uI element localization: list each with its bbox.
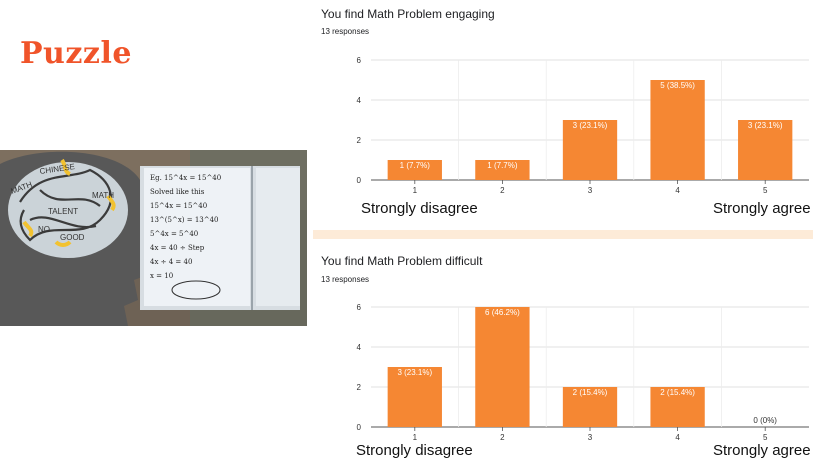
notebook-line: 15^4x = 15^40 xyxy=(150,202,207,210)
y-tick-label: 0 xyxy=(357,176,362,185)
x-tick-label: 2 xyxy=(500,433,505,442)
bar-chart: 0 2 4 6 1 (7.7%) 1 1 (7.7%) 2 3 (23.1%) 3 5 (38.5%… xyxy=(357,56,809,195)
bar xyxy=(650,387,705,427)
bar xyxy=(475,160,530,180)
y-tick-label: 2 xyxy=(357,136,362,145)
x-tick-label: 4 xyxy=(675,433,680,442)
data-label: 3 (23.1%) xyxy=(397,368,432,377)
brain-word: NO xyxy=(38,225,50,234)
notebook-line: Eg. 15^4x = 15^40 xyxy=(150,174,221,182)
y-tick-label: 2 xyxy=(357,383,362,392)
right-scale-label: Strongly agree xyxy=(713,442,811,459)
data-label: 3 (23.1%) xyxy=(748,121,783,130)
bar xyxy=(738,120,793,180)
notebook-line: 4x ÷ 4 = 40 xyxy=(150,258,192,266)
x-tick-label: 2 xyxy=(500,186,505,195)
notebook-line: x = 10 xyxy=(150,272,173,280)
chart-engaging: You find Math Problem engaging 13 respon… xyxy=(313,0,839,225)
x-tick-label: 3 xyxy=(588,186,593,195)
math-illustration: CHINESE MATH MATH TALENT NO GOOD Eg. 15^… xyxy=(0,150,307,326)
response-count: 13 responses xyxy=(321,27,370,36)
chart-difficult: You find Math Problem difficult 13 respo… xyxy=(313,247,839,470)
left-scale-label: Strongly disagree xyxy=(356,442,473,459)
data-label: 1 (7.7%) xyxy=(400,161,431,170)
bar xyxy=(475,307,530,427)
x-tick-label: 5 xyxy=(763,433,768,442)
y-tick-label: 0 xyxy=(357,423,362,432)
y-tick-label: 6 xyxy=(357,56,362,65)
notebook-line: Solved like this xyxy=(150,188,205,196)
bar xyxy=(650,80,705,180)
y-tick-label: 4 xyxy=(357,343,362,352)
y-tick-label: 4 xyxy=(357,96,362,105)
bar xyxy=(562,120,618,180)
notebook-line: 4x = 40 ÷ Step xyxy=(150,244,205,252)
x-tick-label: 4 xyxy=(675,186,680,195)
bar xyxy=(562,387,618,427)
y-tick-label: 6 xyxy=(357,303,362,312)
response-count: 13 responses xyxy=(321,275,370,284)
x-tick-label: 1 xyxy=(413,433,418,442)
data-label: 5 (38.5%) xyxy=(660,81,695,90)
slide-title: Puzzle xyxy=(20,36,132,71)
bar xyxy=(387,160,442,180)
data-label: 6 (46.2%) xyxy=(485,308,520,317)
brain-word: MATH xyxy=(92,191,114,200)
brain-word: GOOD xyxy=(60,233,85,242)
data-label: 2 (15.4%) xyxy=(660,388,695,397)
x-tick-label: 5 xyxy=(763,186,768,195)
notebook-line: 5^4x = 5^40 xyxy=(150,230,198,238)
notebook-line: 13^(5^x) = 13^40 xyxy=(150,216,219,224)
brain-word: TALENT xyxy=(48,207,78,216)
x-tick-label: 1 xyxy=(413,186,418,195)
right-scale-label: Strongly agree xyxy=(713,200,811,217)
bar xyxy=(387,367,442,427)
data-label: 3 (23.1%) xyxy=(573,121,608,130)
chart-title: You find Math Problem difficult xyxy=(321,254,483,268)
section-divider xyxy=(313,230,813,239)
bar-chart: 0 2 4 6 3 (23.1%) 1 6 (46.2%) 2 2 (15.4%) 3 2 (15.… xyxy=(357,303,809,442)
chart-title: You find Math Problem engaging xyxy=(321,7,495,21)
data-label: 2 (15.4%) xyxy=(573,388,608,397)
left-scale-label: Strongly disagree xyxy=(361,200,478,217)
data-label: 1 (7.7%) xyxy=(487,161,518,170)
data-label: 0 (0%) xyxy=(753,416,777,425)
x-tick-label: 3 xyxy=(588,433,593,442)
